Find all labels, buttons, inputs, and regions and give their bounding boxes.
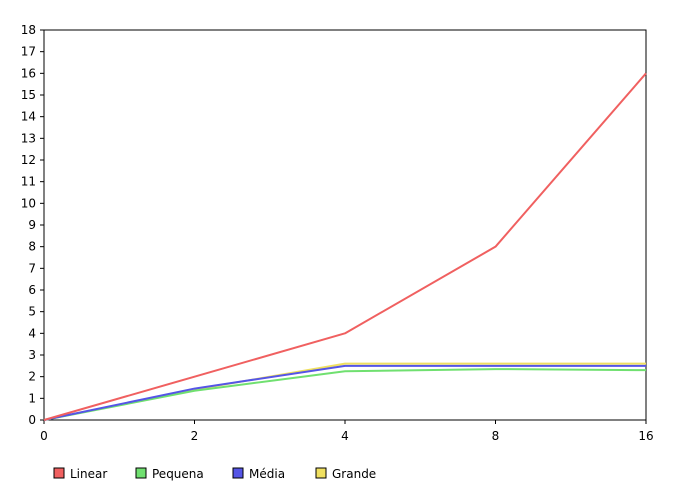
y-tick-label: 4 [28, 326, 36, 340]
y-tick-label: 17 [21, 45, 36, 59]
y-tick-label: 18 [21, 23, 36, 37]
y-tick-label: 6 [28, 283, 36, 297]
y-tick-label: 0 [28, 413, 36, 427]
y-tick-label: 7 [28, 261, 36, 275]
y-tick-label: 14 [21, 110, 36, 124]
y-tick-label: 1 [28, 391, 36, 405]
series-line-pequena [43, 368, 647, 421]
y-tick-label: 2 [28, 370, 36, 384]
legend-swatch [315, 467, 327, 479]
plot-area [43, 29, 647, 421]
legend: Linear Pequena Média Grande [53, 467, 376, 481]
x-tick-label: 16 [638, 429, 653, 443]
x-tick-label: 0 [40, 429, 48, 443]
legend-swatch [135, 467, 147, 479]
x-tick-label: 4 [341, 429, 349, 443]
x-tick-label: 8 [492, 429, 500, 443]
series-line-media [43, 364, 646, 421]
series-line-linear [43, 72, 647, 421]
legend-label: Média [249, 467, 285, 481]
y-tick-label: 8 [28, 240, 36, 254]
y-tick-label: 5 [28, 305, 36, 319]
y-tick-label: 13 [21, 131, 36, 145]
y-tick-label: 9 [28, 218, 36, 232]
legend-swatch [53, 467, 65, 479]
legend-label: Linear [70, 467, 107, 481]
legend-label: Grande [332, 467, 376, 481]
x-tick-label: 2 [191, 429, 199, 443]
y-tick-label: 15 [21, 88, 36, 102]
y-tick-label: 11 [21, 175, 36, 189]
legend-swatch [232, 467, 244, 479]
y-tick-label: 3 [28, 348, 36, 362]
y-tick-label: 10 [21, 196, 36, 210]
y-tick-label: 12 [21, 153, 36, 167]
legend-label: Pequena [152, 467, 204, 481]
x-axis: 0 2 4 8 16 [40, 420, 654, 443]
series-lines [43, 72, 647, 421]
y-tick-label: 16 [21, 66, 36, 80]
